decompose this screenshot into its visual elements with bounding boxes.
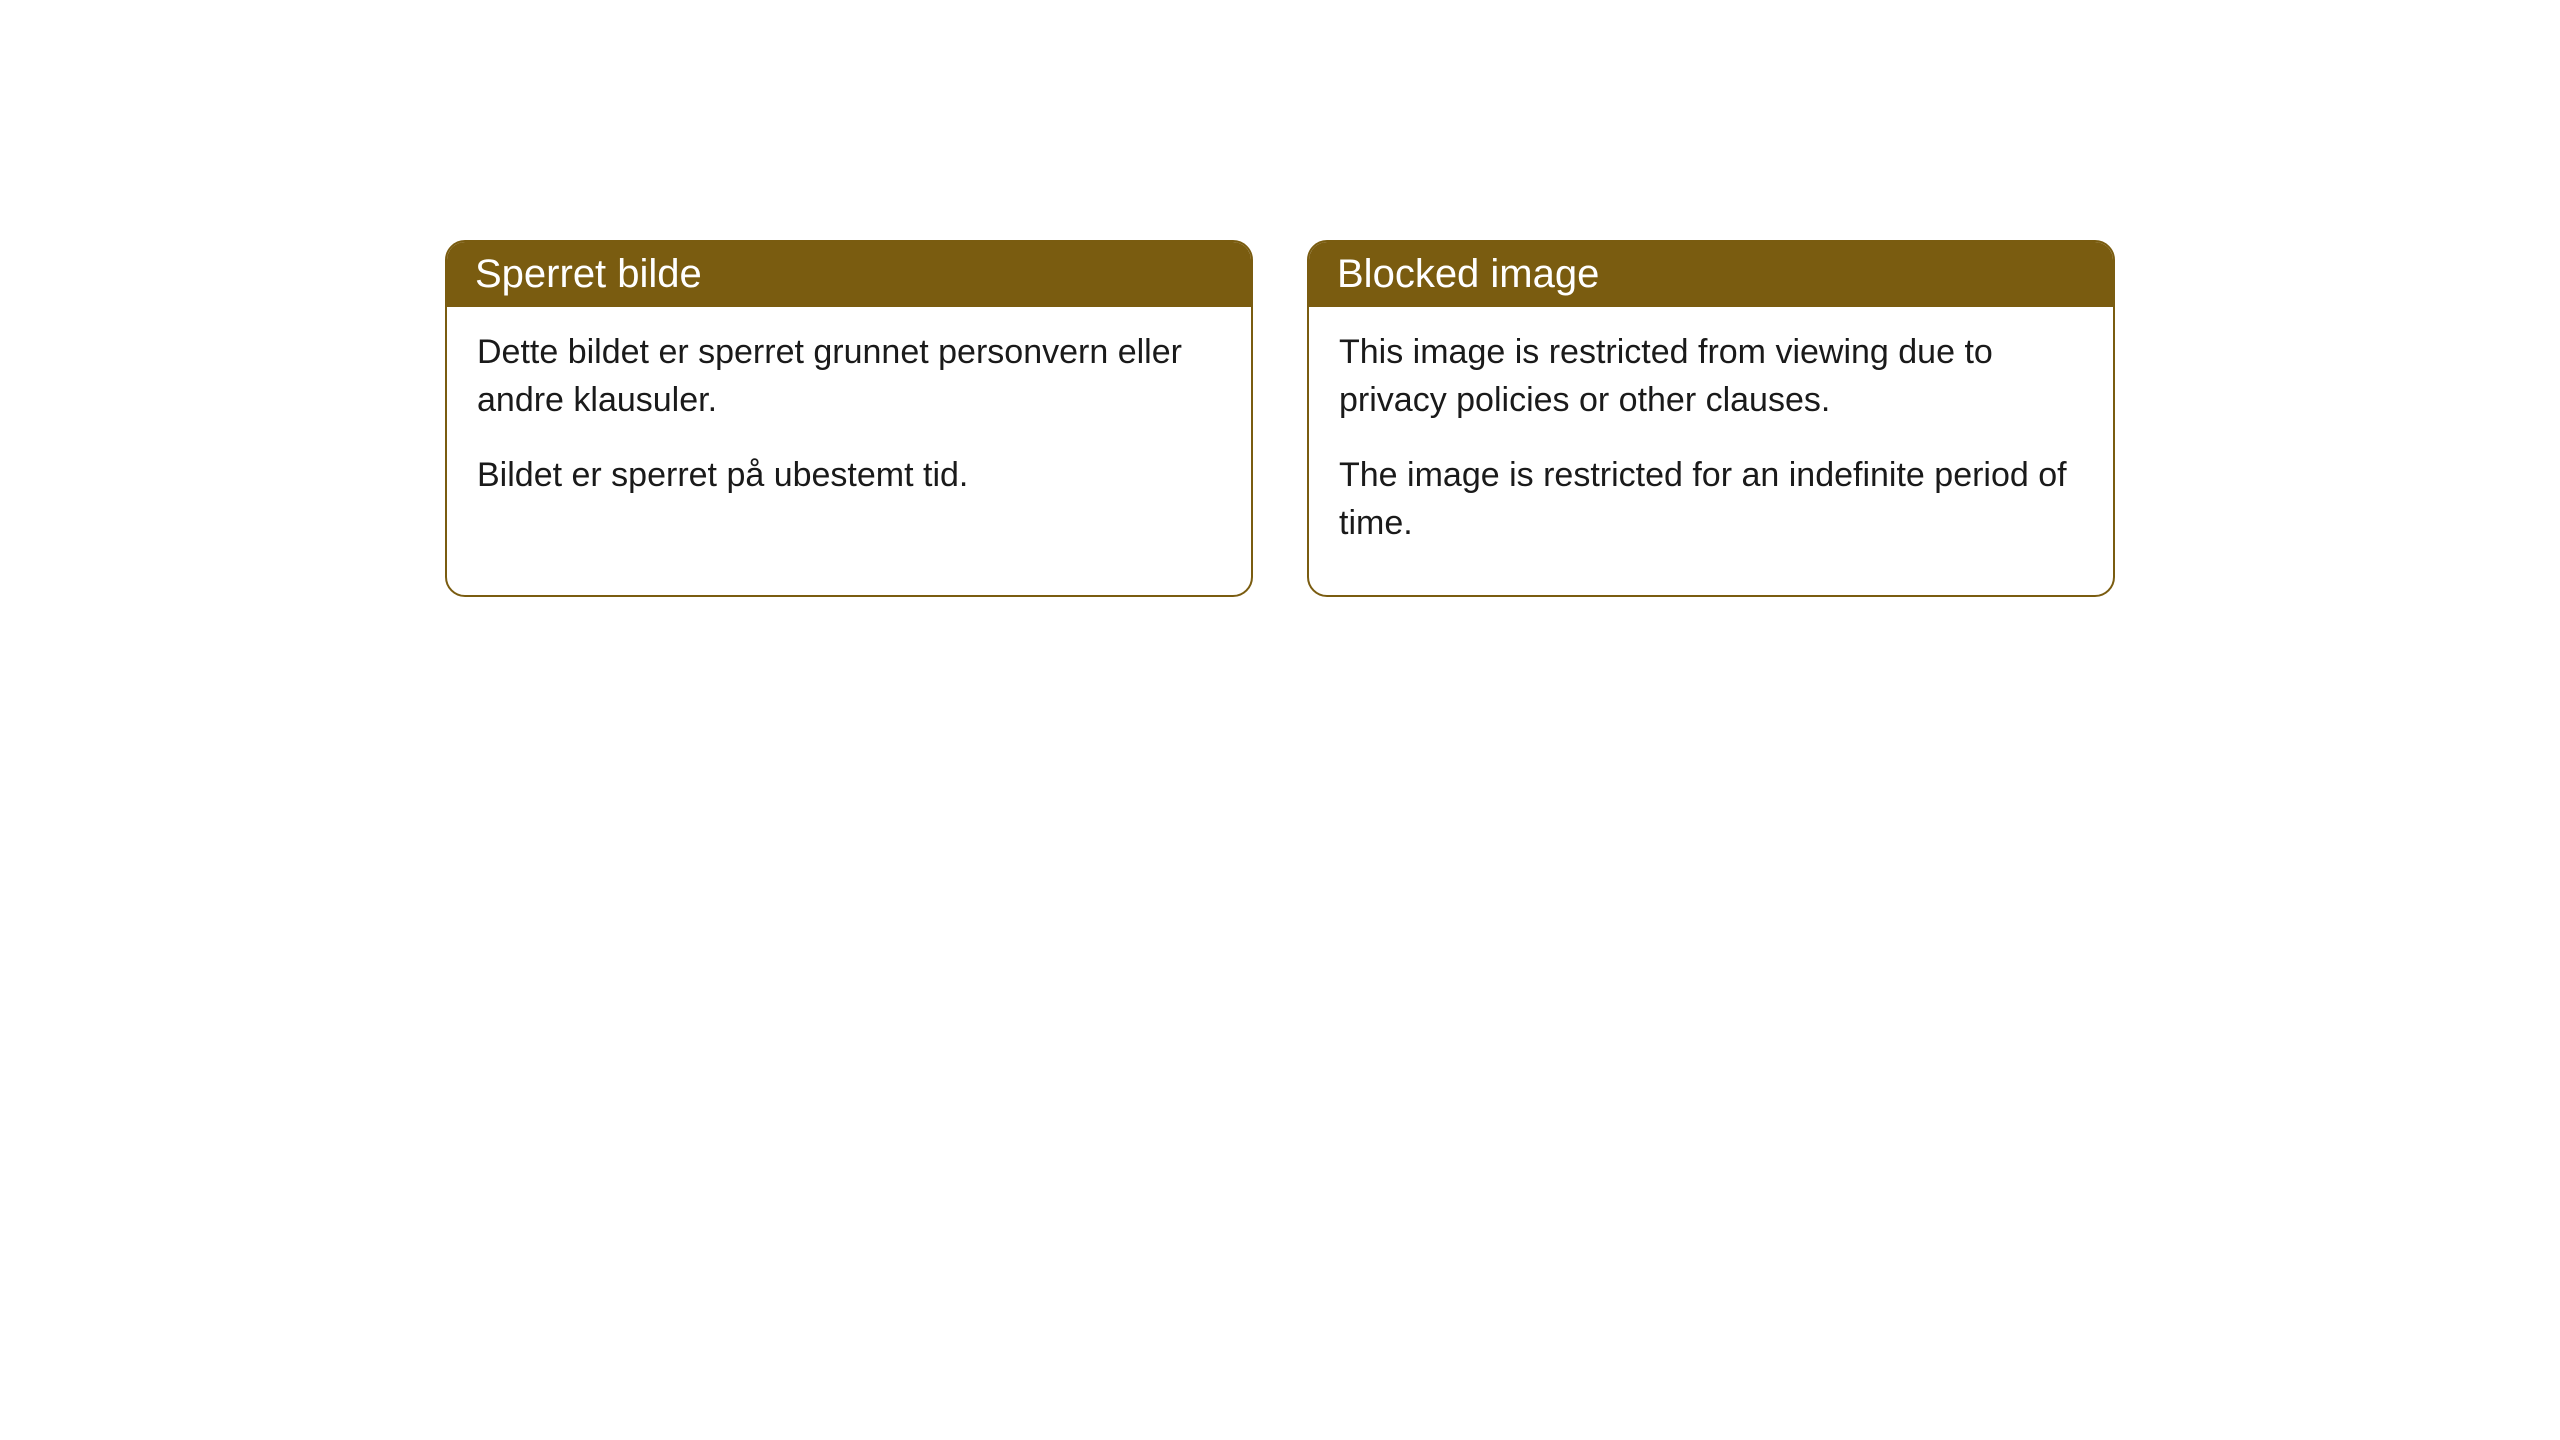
notice-cards-container: Sperret bilde Dette bildet er sperret gr… <box>445 240 2115 597</box>
blocked-image-card-english: Blocked image This image is restricted f… <box>1307 240 2115 597</box>
card-body: This image is restricted from viewing du… <box>1309 307 2113 595</box>
blocked-image-card-norwegian: Sperret bilde Dette bildet er sperret gr… <box>445 240 1253 597</box>
card-paragraph: This image is restricted from viewing du… <box>1339 329 2083 424</box>
card-header: Sperret bilde <box>447 242 1251 307</box>
card-paragraph: Dette bildet er sperret grunnet personve… <box>477 329 1221 424</box>
card-header: Blocked image <box>1309 242 2113 307</box>
card-paragraph: The image is restricted for an indefinit… <box>1339 452 2083 547</box>
card-body: Dette bildet er sperret grunnet personve… <box>447 307 1251 548</box>
card-paragraph: Bildet er sperret på ubestemt tid. <box>477 452 1221 500</box>
